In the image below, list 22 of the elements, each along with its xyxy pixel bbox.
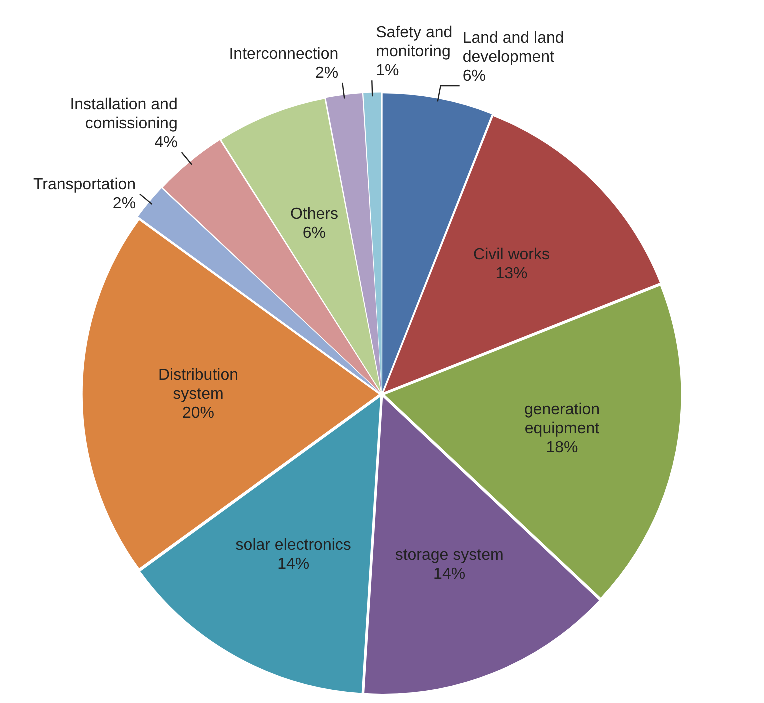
slice-label: generation equipment: [524, 401, 600, 438]
slice-label: Others: [290, 206, 338, 223]
data-label: 14%: [434, 566, 466, 584]
slice-label: Transportation: [33, 176, 136, 194]
data-label: 6%: [462, 68, 486, 85]
data-label: 1%: [376, 62, 400, 80]
data-label: 20%: [182, 404, 214, 422]
slice-label: Safety and monitoring: [376, 24, 453, 61]
slice-label: Installation and comissioning: [70, 96, 178, 132]
data-label: 6%: [302, 224, 326, 242]
slice-label: Land and land development: [462, 30, 564, 66]
data-label: 2%: [316, 64, 339, 82]
data-label: 14%: [278, 556, 310, 574]
data-label: 4%: [154, 134, 178, 152]
slice-label: storage system: [395, 547, 504, 564]
slice-label: Civil works: [474, 246, 550, 264]
data-label: 18%: [546, 439, 578, 456]
slice-label: Distribution system: [158, 366, 238, 403]
data-label: 2%: [112, 195, 136, 212]
data-label: 13%: [496, 266, 528, 283]
slice-label: solar electronics: [236, 537, 352, 554]
slice-label: Interconnection: [229, 46, 339, 63]
